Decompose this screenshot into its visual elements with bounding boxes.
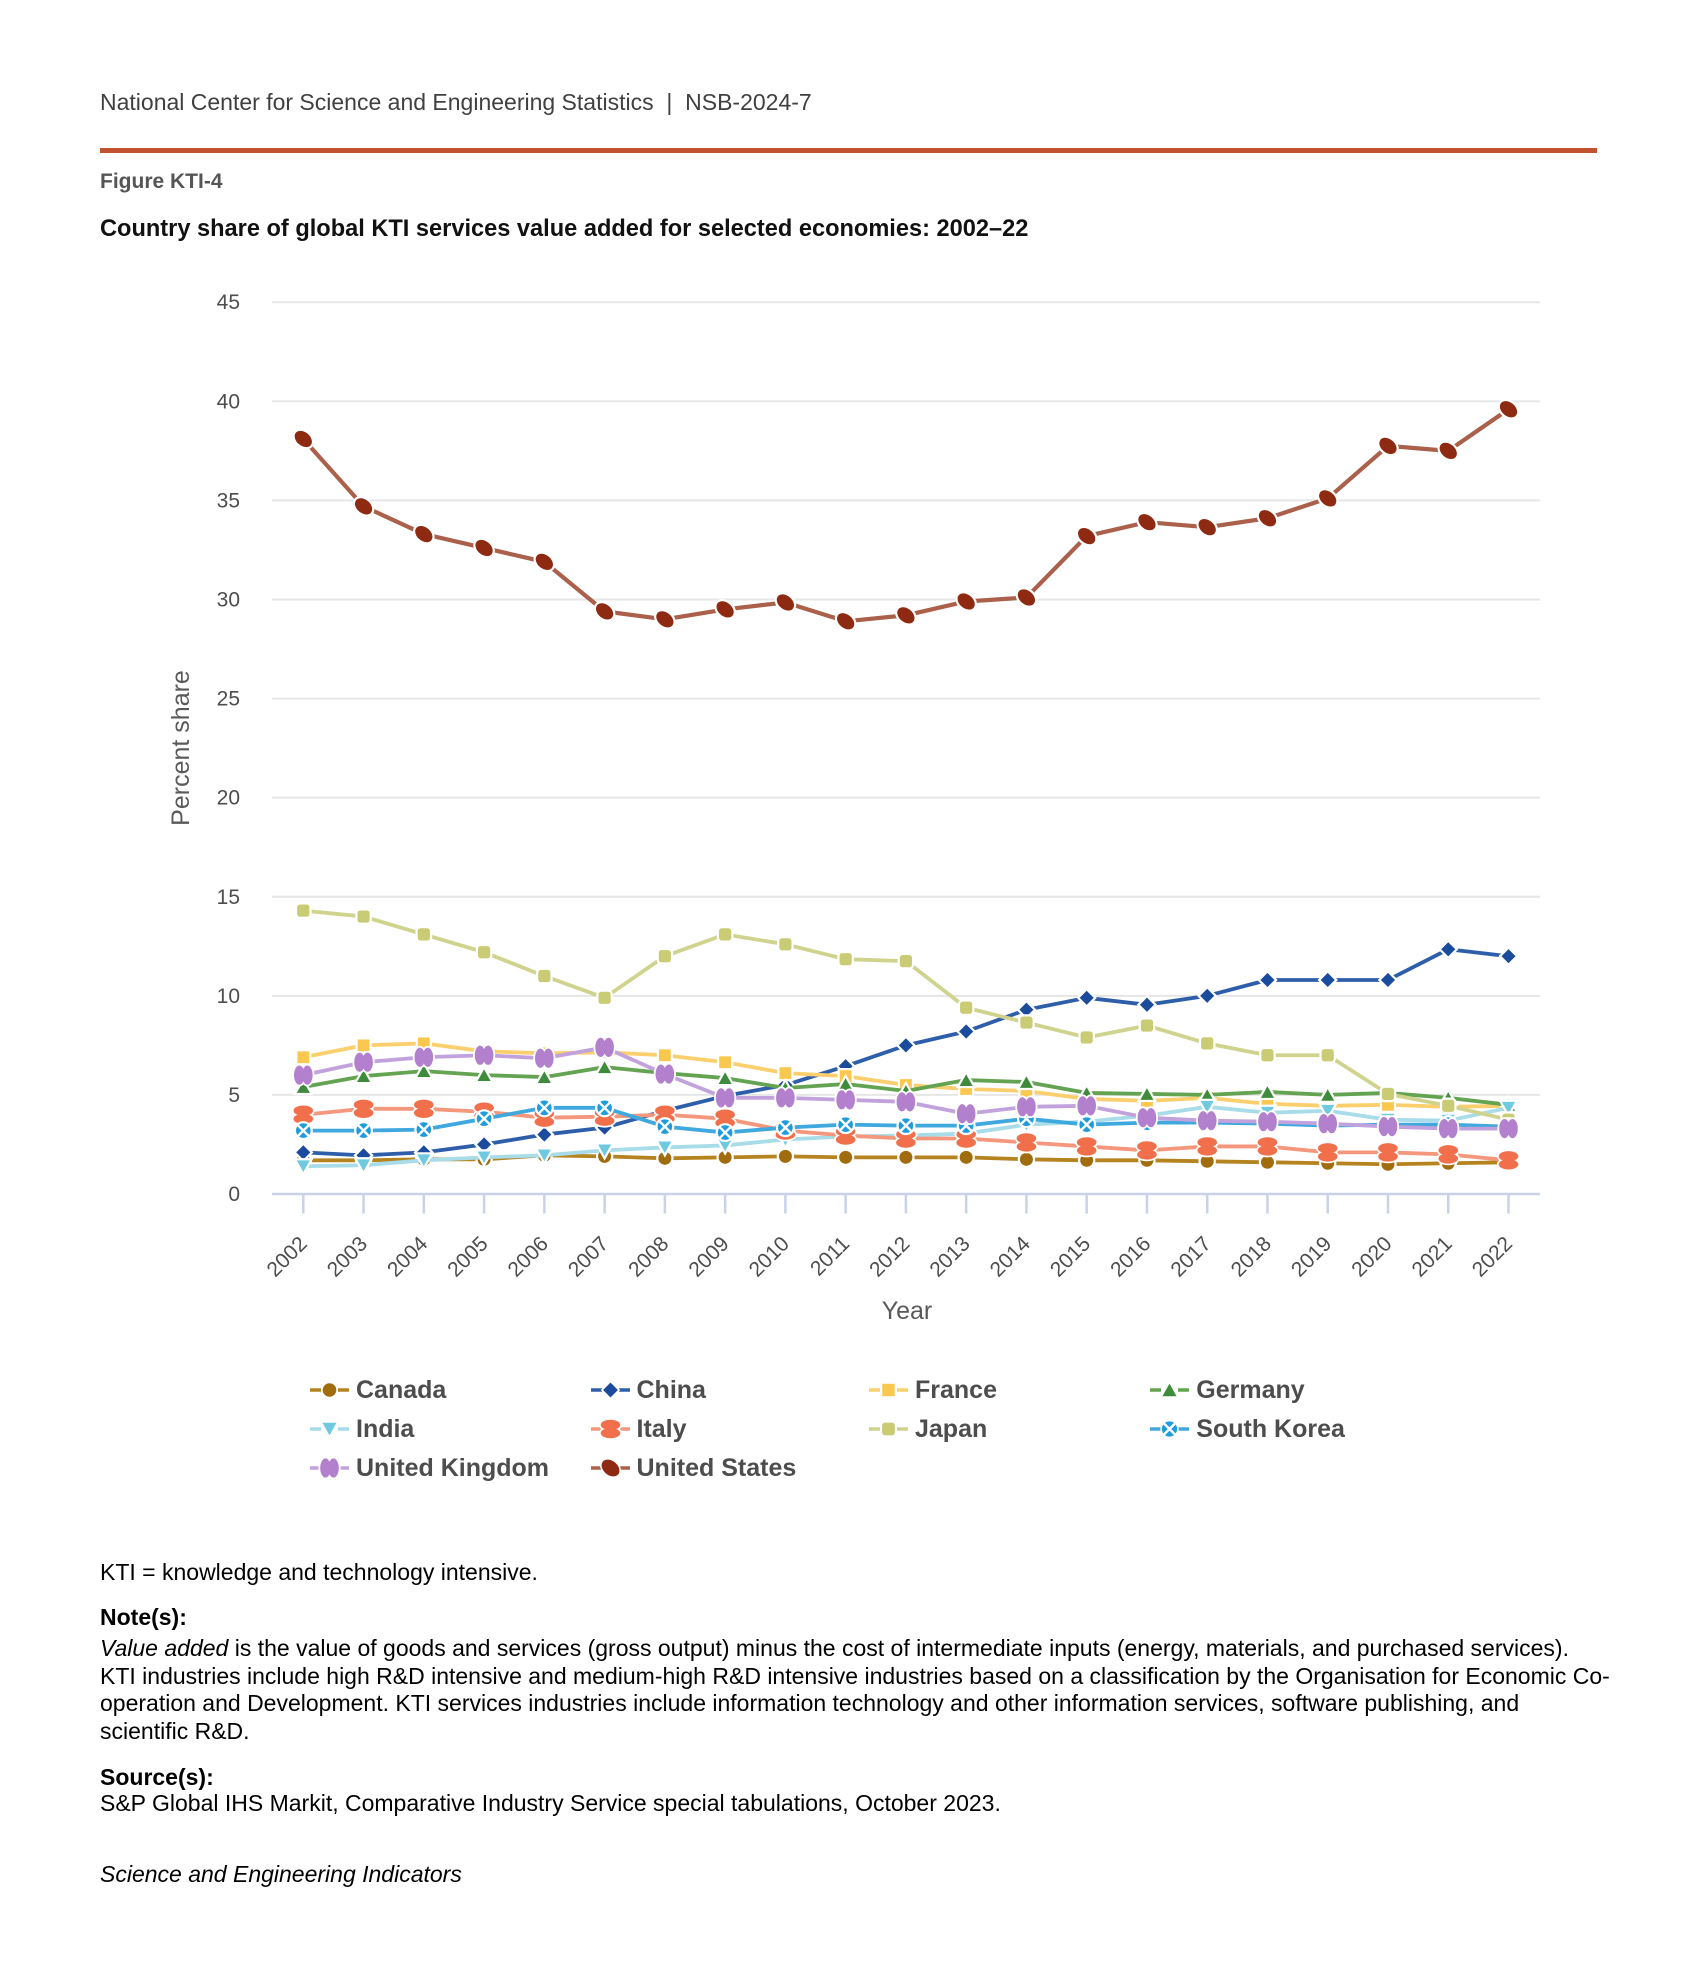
svg-text:2004: 2004 — [383, 1232, 433, 1282]
svg-text:2021: 2021 — [1407, 1232, 1456, 1281]
svg-text:2022: 2022 — [1468, 1232, 1517, 1281]
svg-text:2006: 2006 — [504, 1232, 553, 1281]
svg-text:2002: 2002 — [263, 1232, 312, 1281]
svg-text:2020: 2020 — [1347, 1232, 1396, 1281]
svg-text:35: 35 — [217, 489, 240, 512]
svg-text:2009: 2009 — [684, 1232, 733, 1281]
svg-text:2014: 2014 — [986, 1232, 1036, 1282]
svg-text:2010: 2010 — [745, 1232, 794, 1281]
svg-text:2012: 2012 — [865, 1232, 914, 1281]
svg-text:Percent share: Percent share — [167, 670, 195, 826]
svg-text:15: 15 — [217, 886, 240, 909]
svg-text:2008: 2008 — [624, 1232, 673, 1281]
svg-text:Year: Year — [882, 1297, 933, 1325]
svg-text:25: 25 — [217, 688, 240, 711]
svg-text:2016: 2016 — [1106, 1232, 1155, 1281]
svg-text:2017: 2017 — [1166, 1232, 1215, 1281]
svg-text:45: 45 — [217, 291, 240, 314]
svg-text:10: 10 — [217, 985, 240, 1008]
svg-text:30: 30 — [217, 588, 240, 611]
svg-text:2011: 2011 — [806, 1232, 854, 1280]
svg-text:40: 40 — [217, 390, 240, 413]
svg-text:0: 0 — [228, 1183, 240, 1206]
svg-text:2003: 2003 — [323, 1232, 372, 1281]
svg-text:2013: 2013 — [925, 1232, 974, 1281]
svg-text:5: 5 — [228, 1084, 240, 1107]
svg-text:2018: 2018 — [1227, 1232, 1276, 1281]
svg-text:2005: 2005 — [443, 1232, 492, 1281]
svg-text:2007: 2007 — [564, 1232, 613, 1281]
svg-text:2019: 2019 — [1287, 1232, 1336, 1281]
svg-text:2015: 2015 — [1046, 1232, 1095, 1281]
svg-text:20: 20 — [217, 787, 240, 810]
